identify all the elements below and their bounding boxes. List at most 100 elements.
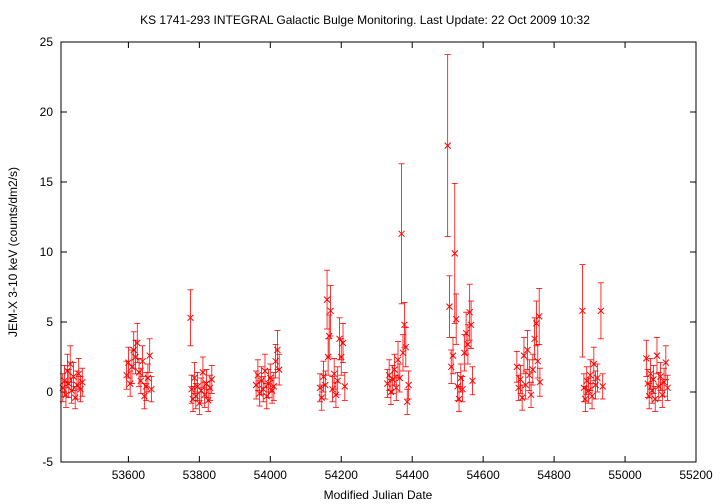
x-marker: [522, 381, 530, 389]
y-tick-label: 10: [40, 245, 54, 259]
data-point: [66, 345, 74, 383]
data-point: [518, 384, 526, 411]
x-marker: [588, 392, 596, 400]
x-marker: [536, 378, 544, 386]
data-point: [599, 373, 607, 400]
x-marker: [261, 367, 269, 375]
x-marker: [321, 381, 329, 389]
x-marker: [642, 355, 650, 362]
data-point: [651, 385, 659, 413]
data-point: [529, 353, 537, 386]
data-point: [187, 289, 194, 347]
x-marker: [444, 142, 452, 149]
x-marker: [327, 307, 334, 315]
x-marker: [64, 367, 71, 375]
x-axis-label: Modified Julian Date: [324, 488, 433, 502]
x-marker: [662, 359, 670, 366]
data-point: [144, 363, 152, 393]
x-marker: [525, 371, 533, 379]
data-point: [588, 383, 596, 410]
x-marker: [524, 346, 531, 354]
x-marker: [645, 392, 653, 400]
x-marker: [139, 357, 146, 365]
data-point: [208, 364, 216, 394]
data-point: [597, 282, 605, 340]
data-point: [330, 357, 338, 390]
y-tick-label: 15: [40, 175, 54, 189]
y-tick-label: 25: [40, 35, 54, 49]
data-point: [579, 264, 586, 358]
x-tick-label: 53800: [183, 468, 217, 482]
x-marker: [394, 356, 402, 364]
x-marker: [199, 369, 207, 376]
data-point: [130, 331, 138, 369]
data-point: [148, 376, 155, 403]
data-series: [59, 54, 671, 415]
x-marker: [594, 374, 601, 382]
x-marker: [270, 383, 278, 390]
data-point: [323, 269, 331, 330]
data-point: [270, 371, 278, 401]
data-point: [402, 327, 410, 368]
x-marker: [650, 376, 657, 383]
data-point: [590, 346, 598, 382]
y-tick-label: 0: [46, 385, 53, 399]
x-marker: [125, 359, 132, 366]
y-tick-label: -5: [42, 455, 53, 469]
x-marker: [581, 395, 589, 403]
x-marker: [254, 371, 262, 379]
data-point: [527, 381, 535, 408]
x-marker: [527, 391, 535, 399]
x-marker: [66, 360, 74, 368]
data-point: [524, 329, 531, 371]
data-point: [467, 300, 475, 350]
x-marker: [65, 380, 73, 387]
data-point: [653, 336, 661, 375]
data-point: [396, 363, 404, 393]
x-tick-label: 54800: [537, 468, 571, 482]
x-marker: [599, 383, 607, 390]
data-point: [444, 54, 452, 238]
x-marker: [534, 357, 542, 365]
data-point: [533, 300, 540, 347]
data-point: [321, 370, 329, 400]
x-marker: [467, 321, 475, 329]
data-point: [194, 371, 201, 401]
x-marker: [133, 339, 141, 347]
data-point: [139, 345, 146, 378]
x-marker: [391, 366, 398, 373]
x-marker: [648, 387, 656, 394]
data-point: [536, 367, 544, 397]
data-point: [594, 363, 601, 393]
x-marker: [520, 352, 528, 359]
x-marker: [403, 398, 411, 406]
x-marker: [341, 383, 349, 390]
x-tick-label: 54000: [254, 468, 288, 482]
x-marker: [398, 230, 405, 238]
x-marker: [188, 385, 195, 393]
data-point: [398, 163, 405, 305]
x-tick-label: 53600: [112, 468, 146, 482]
x-marker: [451, 250, 459, 257]
data-point: [581, 385, 589, 413]
x-marker: [535, 313, 543, 320]
data-point: [78, 367, 86, 397]
x-marker: [75, 370, 83, 378]
data-point: [146, 338, 154, 373]
data-point: [586, 359, 594, 392]
data-point: [401, 301, 408, 348]
data-point: [391, 353, 398, 386]
data-point: [405, 370, 413, 400]
data-point: [520, 336, 528, 375]
axes: -5 0 5 10 15 20 25 53600 53800 54000 54200 54400 546…: [40, 35, 713, 482]
x-tick-label: 54200: [325, 468, 359, 482]
data-point: [137, 367, 145, 394]
data-point: [339, 322, 347, 364]
x-marker: [457, 374, 465, 382]
x-marker: [590, 360, 598, 368]
x-marker: [62, 391, 70, 399]
x-marker: [194, 383, 201, 390]
x-tick-label: 55000: [608, 468, 642, 482]
x-marker: [203, 380, 210, 387]
x-marker: [653, 352, 661, 359]
